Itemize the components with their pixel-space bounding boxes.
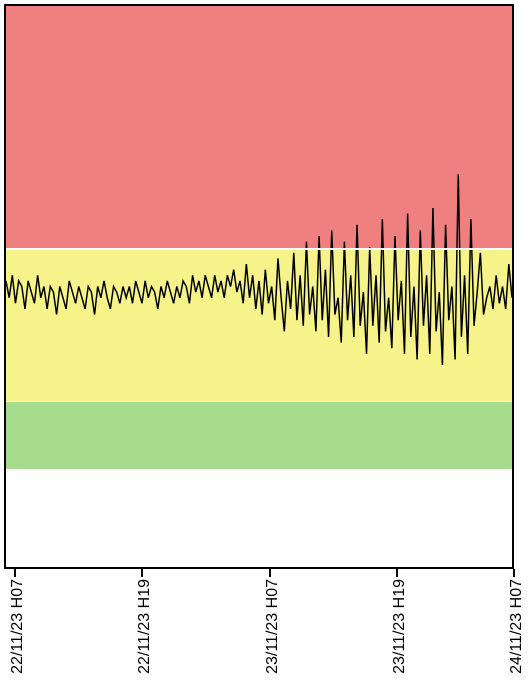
plot-area <box>4 4 514 569</box>
x-tick-label: 24/11/23 H07 <box>508 579 526 674</box>
x-tick <box>513 569 515 577</box>
threshold-line <box>6 248 512 250</box>
x-tick <box>269 569 271 577</box>
x-tick-label: 22/11/23 H19 <box>136 579 154 674</box>
line-series <box>6 6 512 567</box>
x-tick <box>14 569 16 577</box>
chart-container: 22/11/23 H07 22/11/23 H19 23/11/23 H07 23/1… <box>4 4 526 698</box>
x-tick-label: 23/11/23 H19 <box>391 579 409 674</box>
series-line <box>6 174 512 365</box>
x-tick-label: 22/11/23 H07 <box>9 579 27 674</box>
x-tick-label: 23/11/23 H07 <box>264 579 282 674</box>
x-tick <box>141 569 143 577</box>
x-tick <box>396 569 398 577</box>
x-axis: 22/11/23 H07 22/11/23 H19 23/11/23 H07 23/1… <box>4 569 514 679</box>
